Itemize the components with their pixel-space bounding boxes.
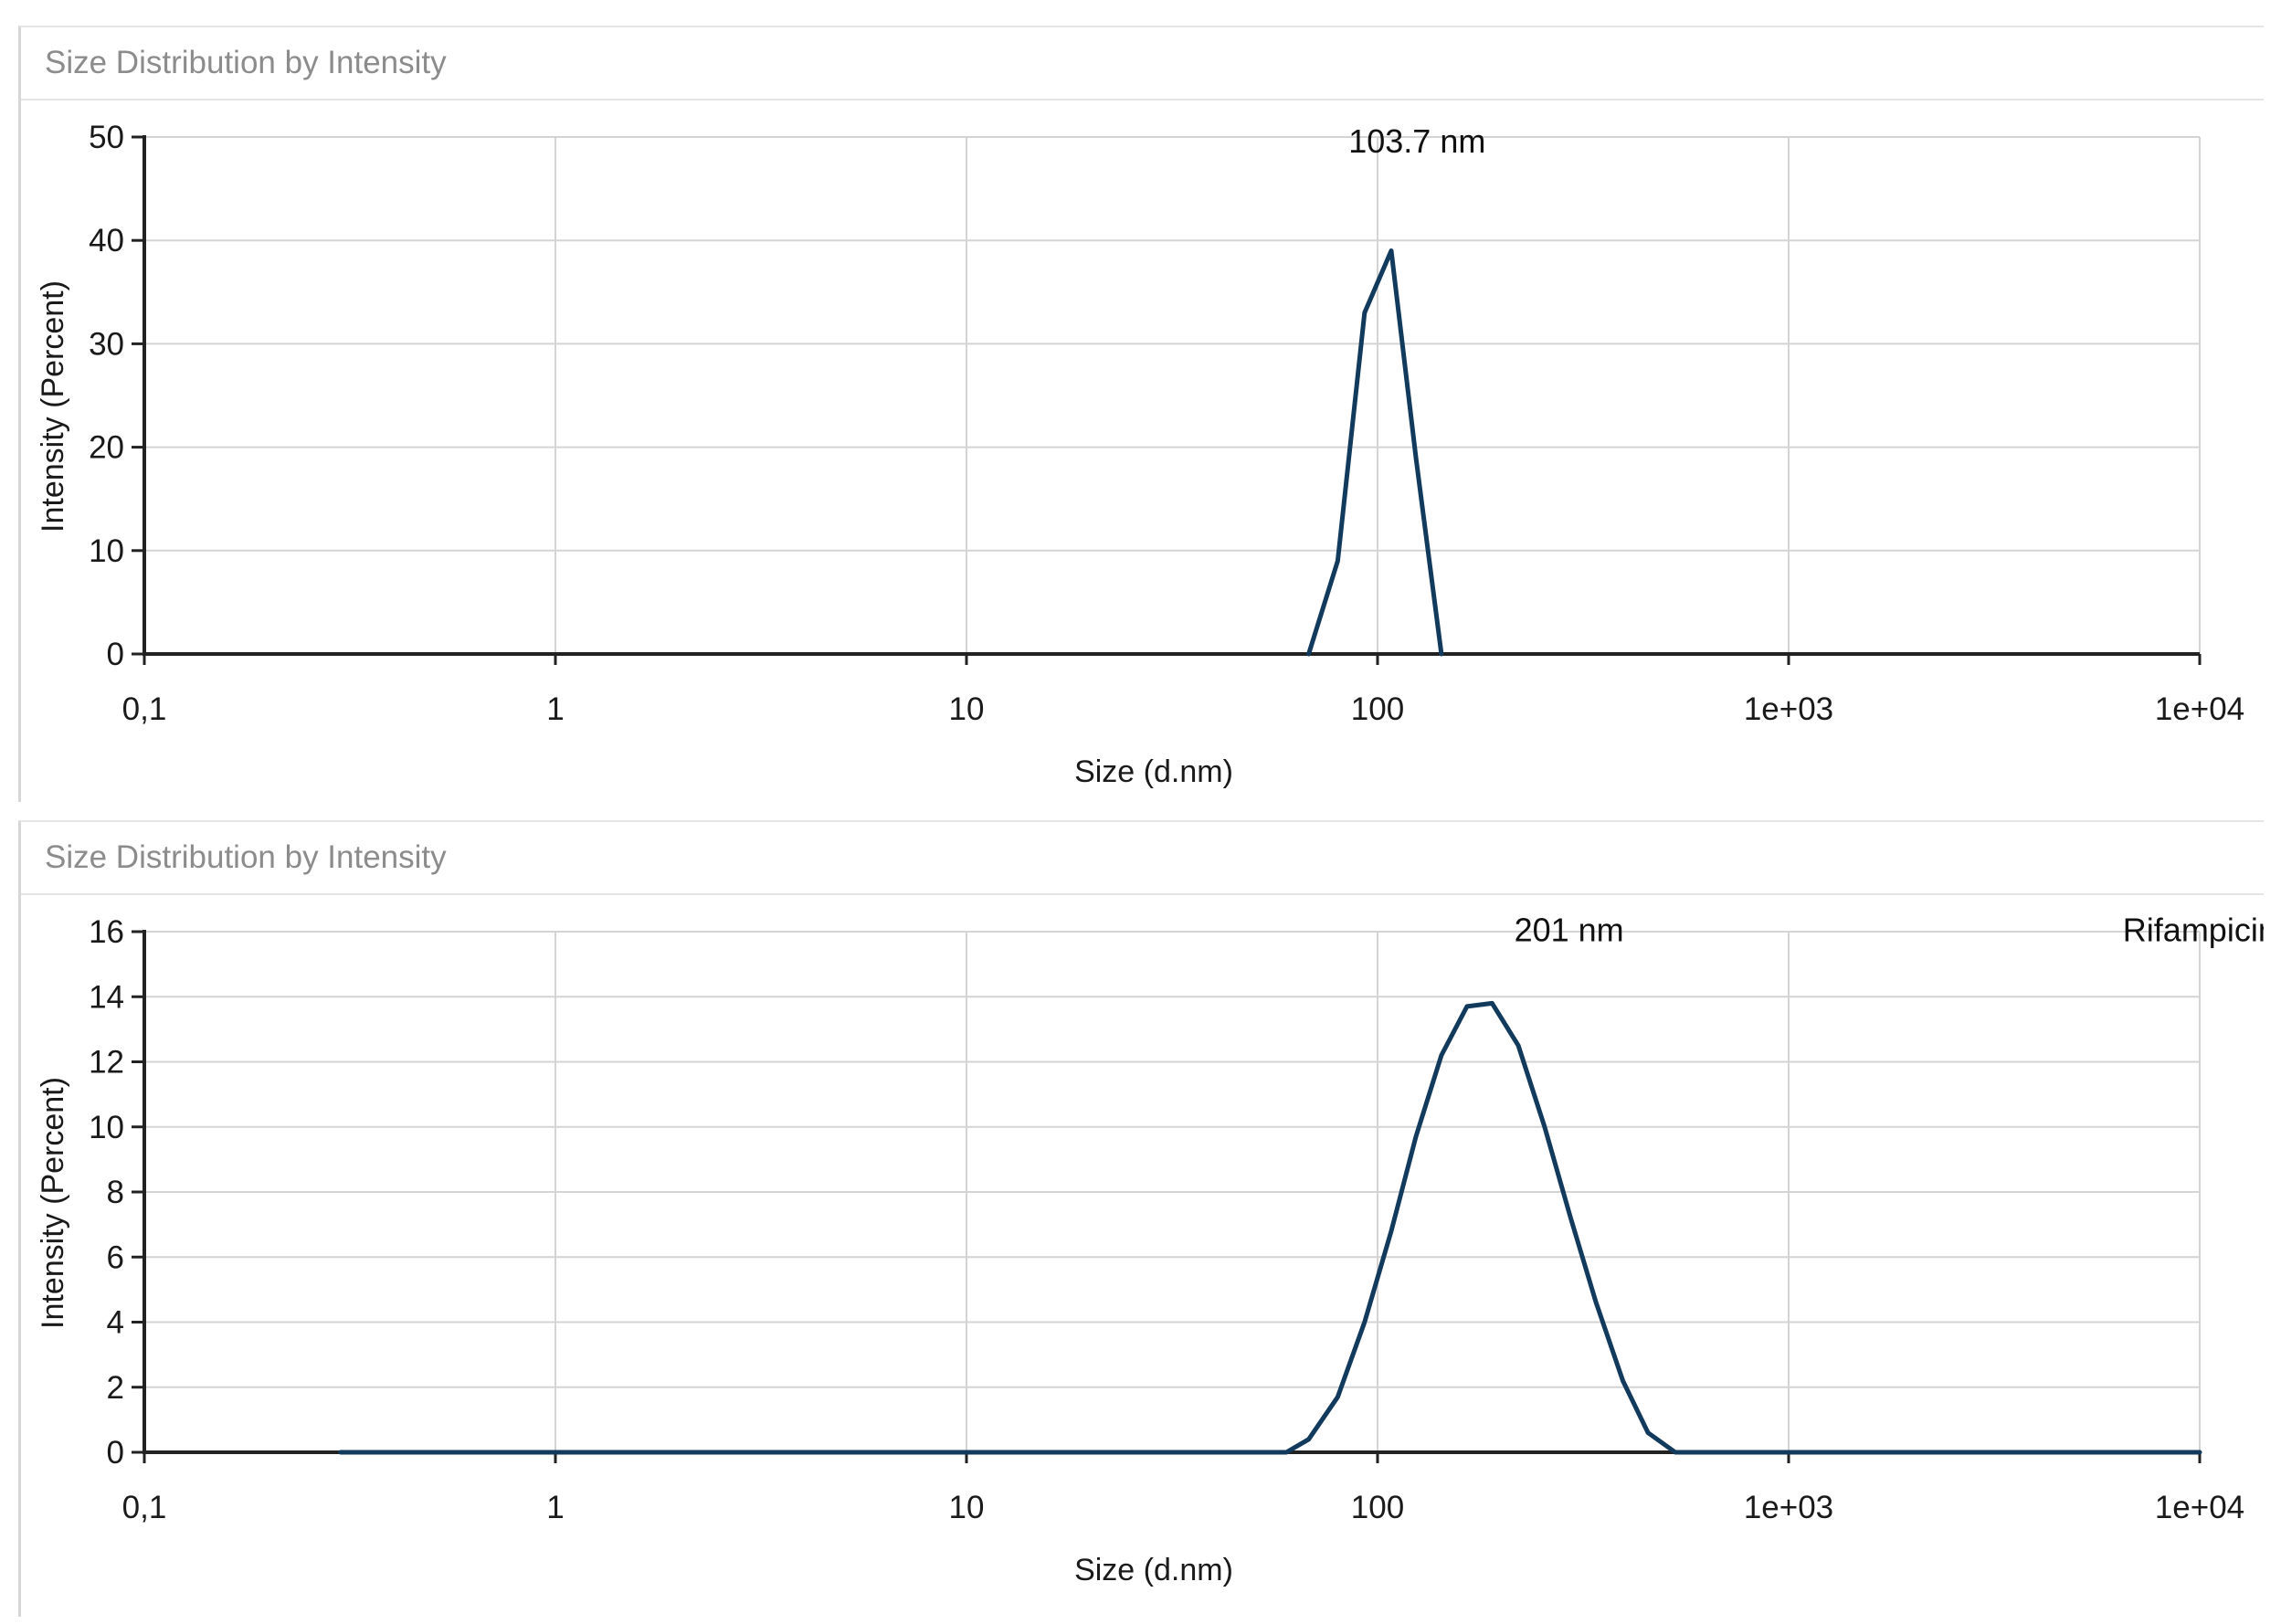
y-tick-label: 16 bbox=[89, 914, 124, 950]
x-tick-label: 0,1 bbox=[122, 691, 167, 727]
x-tick-label: 1e+04 bbox=[2155, 691, 2244, 727]
y-tick-label: 0 bbox=[107, 637, 124, 672]
y-tick-label: 40 bbox=[89, 223, 124, 258]
series-line bbox=[1306, 248, 1444, 657]
y-tick-label: 4 bbox=[107, 1305, 124, 1341]
y-tick-label: 10 bbox=[89, 1110, 124, 1145]
x-tick-label: 1e+04 bbox=[2155, 1490, 2244, 1525]
annotation-label: 201 nm bbox=[1515, 912, 1624, 949]
panel-title: Size Distribution by Intensity bbox=[21, 27, 2264, 100]
chart-panel-2: Size Distribution by Intensity 0 2 4 6 8 10 12… bbox=[18, 820, 2264, 1617]
series-line bbox=[338, 1000, 2202, 1455]
y-tick-label: 20 bbox=[89, 430, 124, 466]
y-tick-label: 50 bbox=[89, 120, 124, 155]
annotation-label: Rifampicin bbox=[2123, 912, 2264, 949]
size-distribution-chart-1: 0 10 20 30 40 50 0,1 1 10 100 1e+03 1e+04 Size (d.nm… bbox=[36, 120, 2244, 789]
annotation-label: 103.7 nm bbox=[1348, 122, 1485, 160]
y-tick-label: 6 bbox=[107, 1239, 124, 1275]
y-axis-title: Intensity (Percent) bbox=[36, 280, 70, 533]
x-tick-label: 1e+03 bbox=[1744, 1490, 1833, 1525]
size-distribution-chart-2: 0 2 4 6 8 10 12 14 16 0,1 1 10 100 1e+03 1e+04 Size (d.… bbox=[36, 912, 2264, 1587]
x-tick-label: 10 bbox=[949, 1490, 985, 1525]
y-axis-title: Intensity (Percent) bbox=[36, 1077, 70, 1329]
x-tick-label: 100 bbox=[1351, 691, 1404, 727]
x-tick-label: 1 bbox=[546, 1490, 564, 1525]
chart-panel-1: Size Distribution by Intensity 0 10 20 30 40… bbox=[18, 26, 2264, 802]
y-tick-label: 12 bbox=[89, 1045, 124, 1081]
x-axis-title: Size (d.nm) bbox=[1074, 1553, 1233, 1587]
x-tick-label: 10 bbox=[949, 691, 985, 727]
y-tick-label: 8 bbox=[107, 1175, 124, 1210]
x-tick-label: 1 bbox=[546, 691, 564, 727]
x-tick-label: 1e+03 bbox=[1744, 691, 1833, 727]
x-tick-label: 100 bbox=[1351, 1490, 1404, 1525]
x-tick-label: 0,1 bbox=[122, 1490, 167, 1525]
y-tick-label: 14 bbox=[89, 979, 124, 1015]
y-tick-label: 30 bbox=[89, 326, 124, 362]
x-axis-title: Size (d.nm) bbox=[1074, 754, 1233, 789]
y-tick-label: 2 bbox=[107, 1370, 124, 1406]
panel-title: Size Distribution by Intensity bbox=[21, 822, 2264, 895]
y-tick-label: 0 bbox=[107, 1435, 124, 1471]
y-tick-label: 10 bbox=[89, 533, 124, 569]
